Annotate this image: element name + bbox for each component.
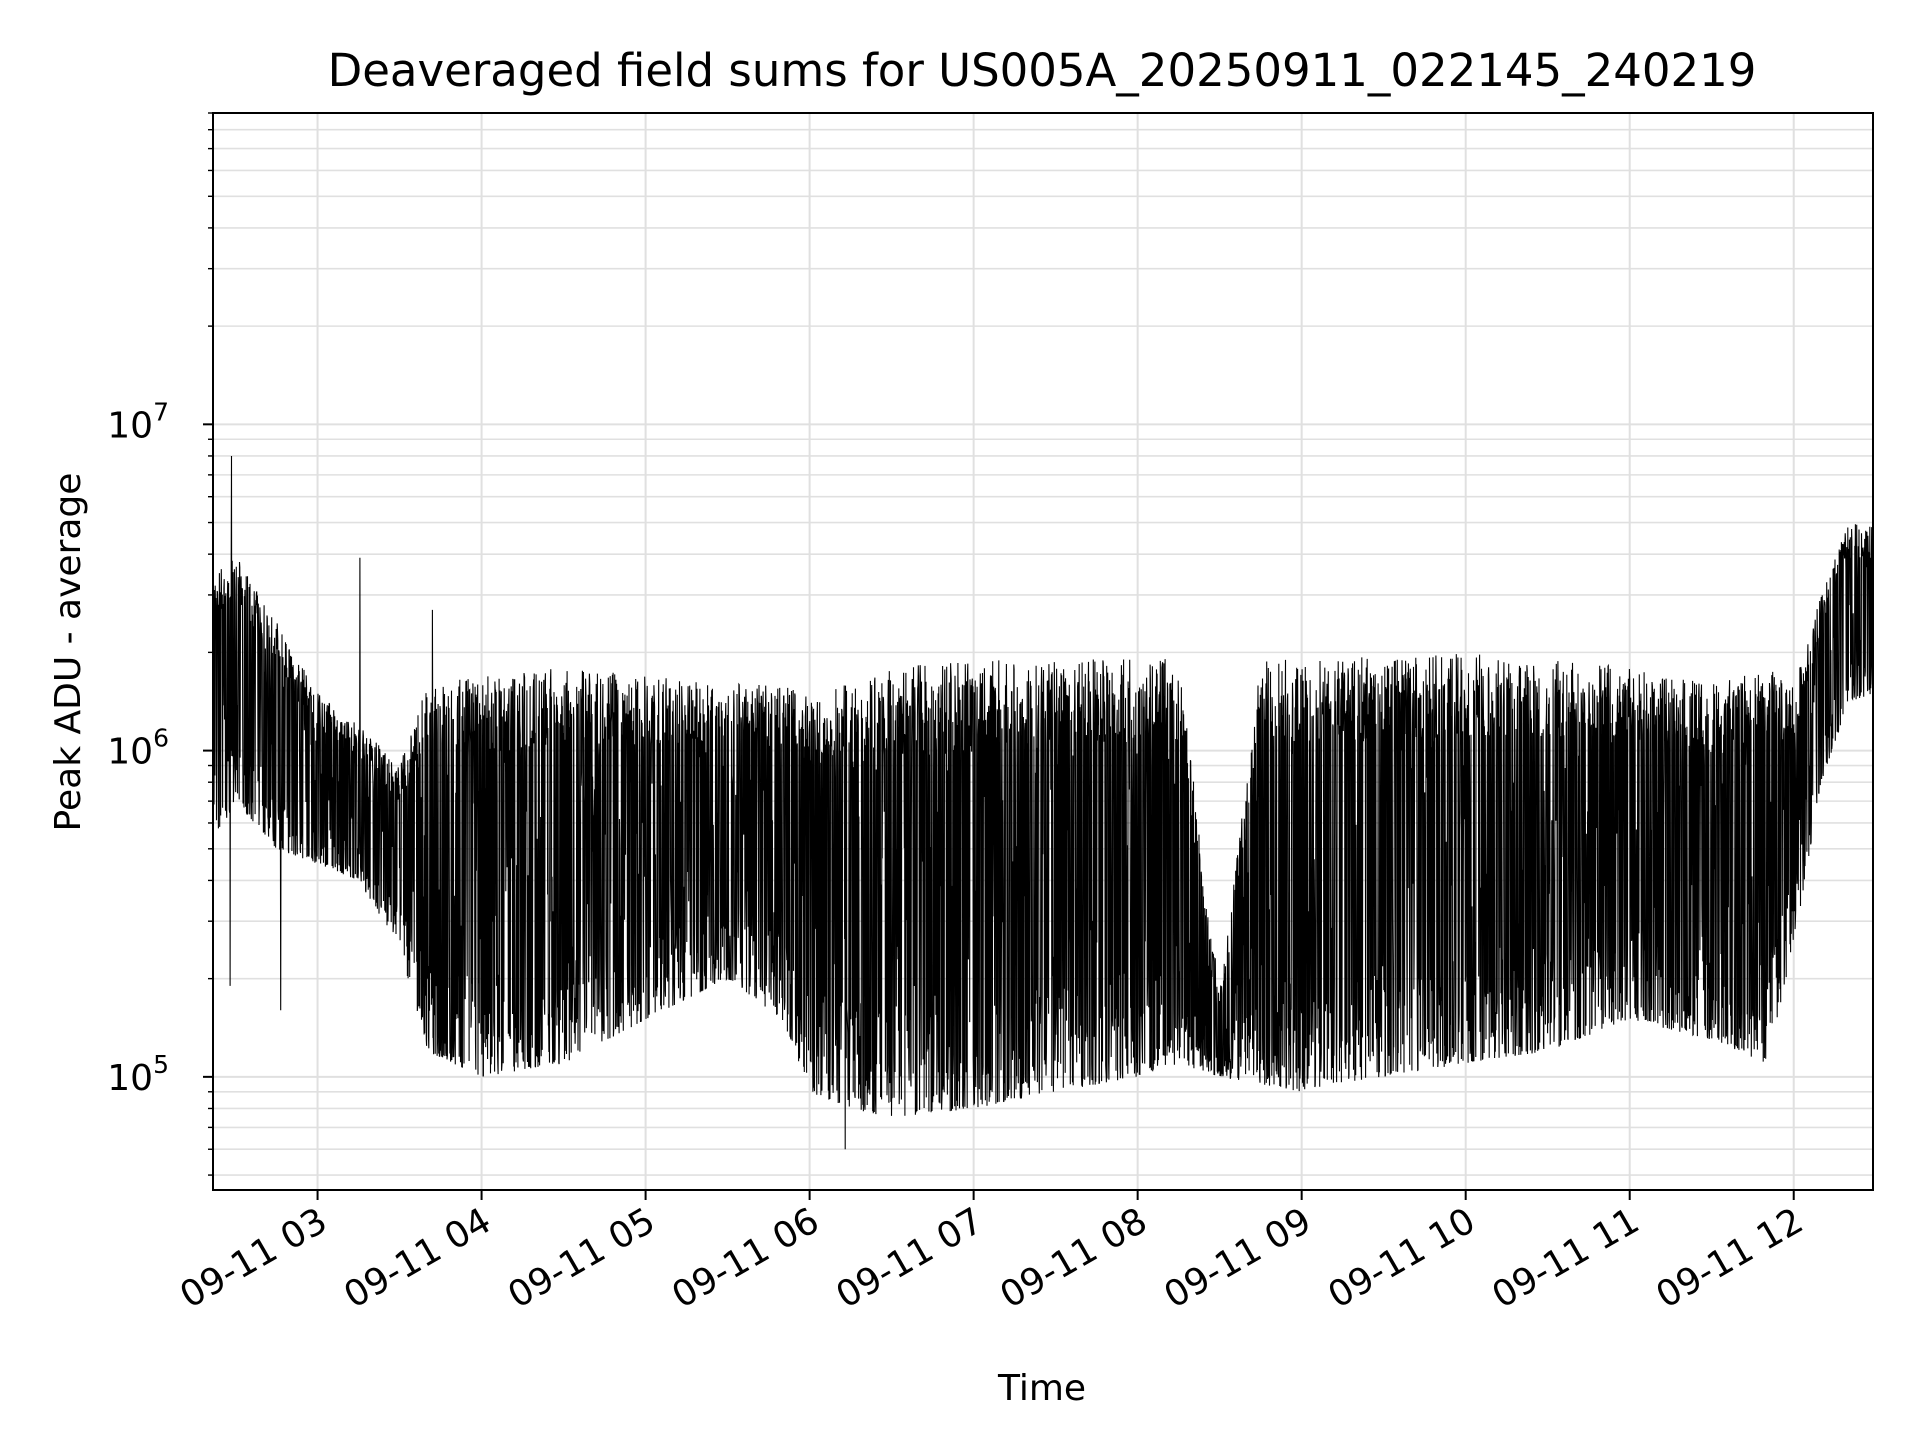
y-tick-exponent: 6 <box>153 724 169 753</box>
y-tick-exponent: 5 <box>153 1050 169 1079</box>
chart-title: Deaveraged field sums for US005A_2025091… <box>328 44 1757 97</box>
y-tick-base: 10 <box>107 1058 153 1099</box>
plot-frame <box>212 112 1874 1191</box>
x-axis-label: Time <box>997 1368 1086 1409</box>
y-tick-label: 106 <box>107 724 169 773</box>
series-line <box>212 455 1874 1150</box>
y-tick-label: 105 <box>107 1050 169 1099</box>
data-series <box>212 455 1874 1150</box>
y-tick-base: 10 <box>107 732 153 773</box>
y-tick-base: 10 <box>107 405 153 446</box>
y-tick-label: 107 <box>107 397 169 446</box>
y-axis-label: Peak ADU - average <box>48 473 89 832</box>
y-tick-exponent: 7 <box>153 397 169 426</box>
